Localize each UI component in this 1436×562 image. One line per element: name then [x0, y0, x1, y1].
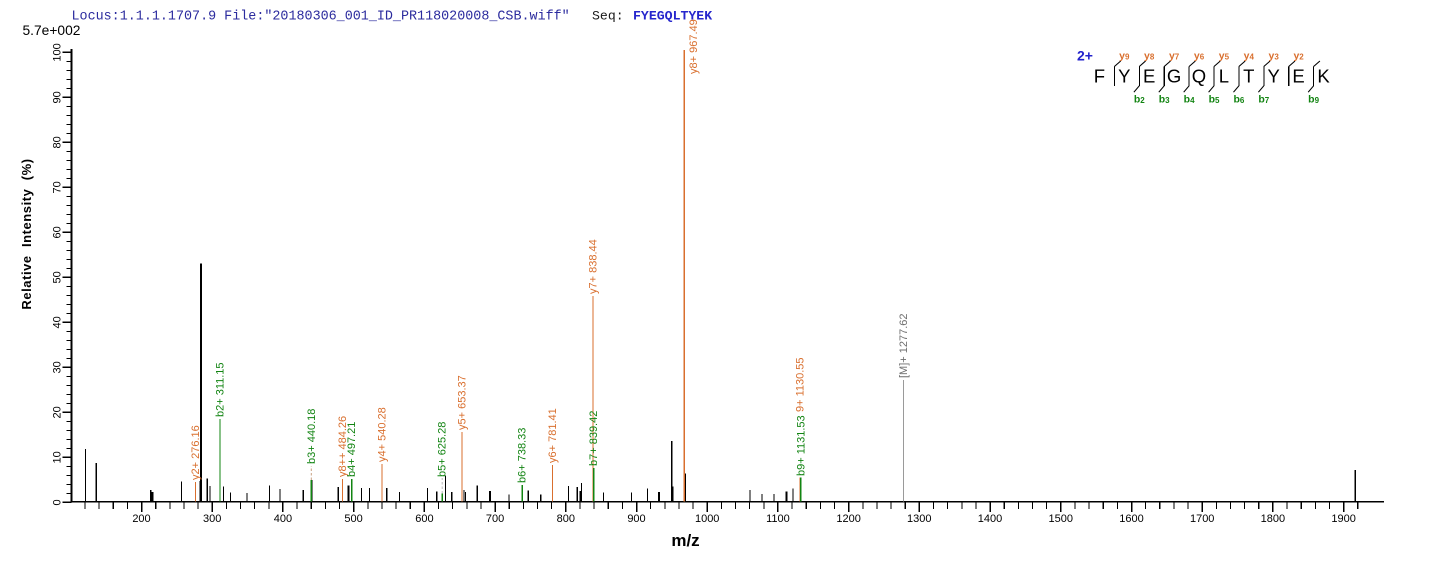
svg-text:50: 50: [52, 271, 64, 283]
svg-text:b6: b6: [1233, 94, 1244, 106]
svg-text:700: 700: [486, 513, 504, 525]
svg-text:1000: 1000: [695, 513, 719, 525]
svg-text:F: F: [1094, 66, 1105, 87]
svg-text:0: 0: [52, 499, 64, 505]
svg-text:10: 10: [52, 451, 64, 463]
svg-text:b9+ 1131.53: b9+ 1131.53: [795, 415, 807, 476]
svg-text:Y: Y: [1268, 66, 1280, 87]
svg-text:y5: y5: [1219, 50, 1230, 62]
svg-text:800: 800: [557, 513, 575, 525]
svg-text:y4+ 540.28: y4+ 540.28: [377, 407, 389, 462]
svg-text:Relative Intensity (%): Relative Intensity (%): [19, 158, 34, 309]
svg-text:1900: 1900: [1331, 513, 1355, 525]
svg-text:b5+ 625.28: b5+ 625.28: [437, 422, 449, 477]
svg-text:b7: b7: [1258, 94, 1269, 106]
svg-text:1200: 1200: [836, 513, 860, 525]
svg-text:9+ 1130.55: 9+ 1130.55: [794, 357, 806, 412]
svg-text:60: 60: [52, 226, 64, 238]
svg-text:y8++ 484.26: y8++ 484.26: [337, 416, 349, 477]
svg-text:1800: 1800: [1261, 513, 1285, 525]
svg-text:y4: y4: [1244, 50, 1255, 62]
svg-text:5.7e+002: 5.7e+002: [23, 23, 81, 38]
svg-text:200: 200: [132, 513, 150, 525]
svg-text:2+: 2+: [1077, 48, 1093, 64]
svg-text:b4: b4: [1184, 94, 1195, 106]
svg-text:1600: 1600: [1119, 513, 1143, 525]
svg-text:K: K: [1317, 66, 1330, 87]
svg-text:y7+ 838.44: y7+ 838.44: [588, 239, 600, 294]
svg-text:y5+ 653.37: y5+ 653.37: [457, 375, 469, 430]
svg-text:500: 500: [344, 513, 362, 525]
svg-text:y7: y7: [1169, 50, 1180, 62]
svg-text:b4+ 497.21: b4+ 497.21: [346, 422, 358, 477]
svg-text:80: 80: [52, 136, 64, 148]
svg-text:y6+ 781.41: y6+ 781.41: [547, 408, 559, 463]
svg-text:b2: b2: [1134, 94, 1145, 106]
svg-text:b6+ 738.33: b6+ 738.33: [517, 428, 529, 483]
svg-text:y3: y3: [1269, 50, 1280, 62]
svg-text:b9: b9: [1308, 94, 1319, 106]
svg-text:1400: 1400: [978, 513, 1002, 525]
svg-text:[M]+ 1277.62: [M]+ 1277.62: [898, 313, 910, 378]
svg-text:y2+ 276.16: y2+ 276.16: [190, 425, 202, 480]
svg-text:L: L: [1219, 66, 1229, 87]
svg-text:FYEGQLTYEK: FYEGQLTYEK: [633, 8, 712, 23]
svg-text:1300: 1300: [907, 513, 931, 525]
svg-text:300: 300: [203, 513, 221, 525]
svg-text:40: 40: [52, 316, 64, 328]
svg-text:T: T: [1243, 66, 1254, 87]
svg-text:b5: b5: [1209, 94, 1220, 106]
svg-text:y8: y8: [1144, 50, 1155, 62]
svg-text:600: 600: [415, 513, 433, 525]
svg-text:100: 100: [52, 43, 64, 61]
svg-text:20: 20: [52, 406, 64, 418]
svg-text:Seq:: Seq:: [592, 8, 624, 23]
svg-text:b7+ 839.42: b7+ 839.42: [588, 411, 600, 466]
svg-text:b2+ 311.15: b2+ 311.15: [215, 362, 227, 417]
svg-text:1700: 1700: [1190, 513, 1214, 525]
svg-text:900: 900: [627, 513, 645, 525]
svg-text:400: 400: [274, 513, 292, 525]
svg-text:y8+ 967.49: y8+ 967.49: [688, 19, 700, 74]
svg-text:Locus:1.1.1.1707.9 File:"20180: Locus:1.1.1.1707.9 File:"20180306_001_ID…: [72, 9, 570, 24]
svg-text:E: E: [1143, 66, 1155, 87]
svg-text:Y: Y: [1118, 66, 1130, 87]
svg-text:y9: y9: [1119, 50, 1130, 62]
svg-text:G: G: [1167, 66, 1181, 87]
svg-text:y6: y6: [1194, 50, 1205, 62]
svg-text:E: E: [1292, 66, 1304, 87]
svg-text:30: 30: [52, 361, 64, 373]
svg-text:b3+ 440.18: b3+ 440.18: [306, 409, 318, 464]
svg-text:90: 90: [52, 91, 64, 103]
svg-text:b3: b3: [1159, 94, 1170, 106]
svg-text:1500: 1500: [1049, 513, 1073, 525]
svg-text:m/z: m/z: [671, 531, 699, 550]
svg-text:y2: y2: [1293, 50, 1304, 62]
svg-text:1100: 1100: [766, 513, 790, 525]
svg-text:70: 70: [52, 181, 64, 193]
svg-text:Q: Q: [1192, 66, 1206, 87]
